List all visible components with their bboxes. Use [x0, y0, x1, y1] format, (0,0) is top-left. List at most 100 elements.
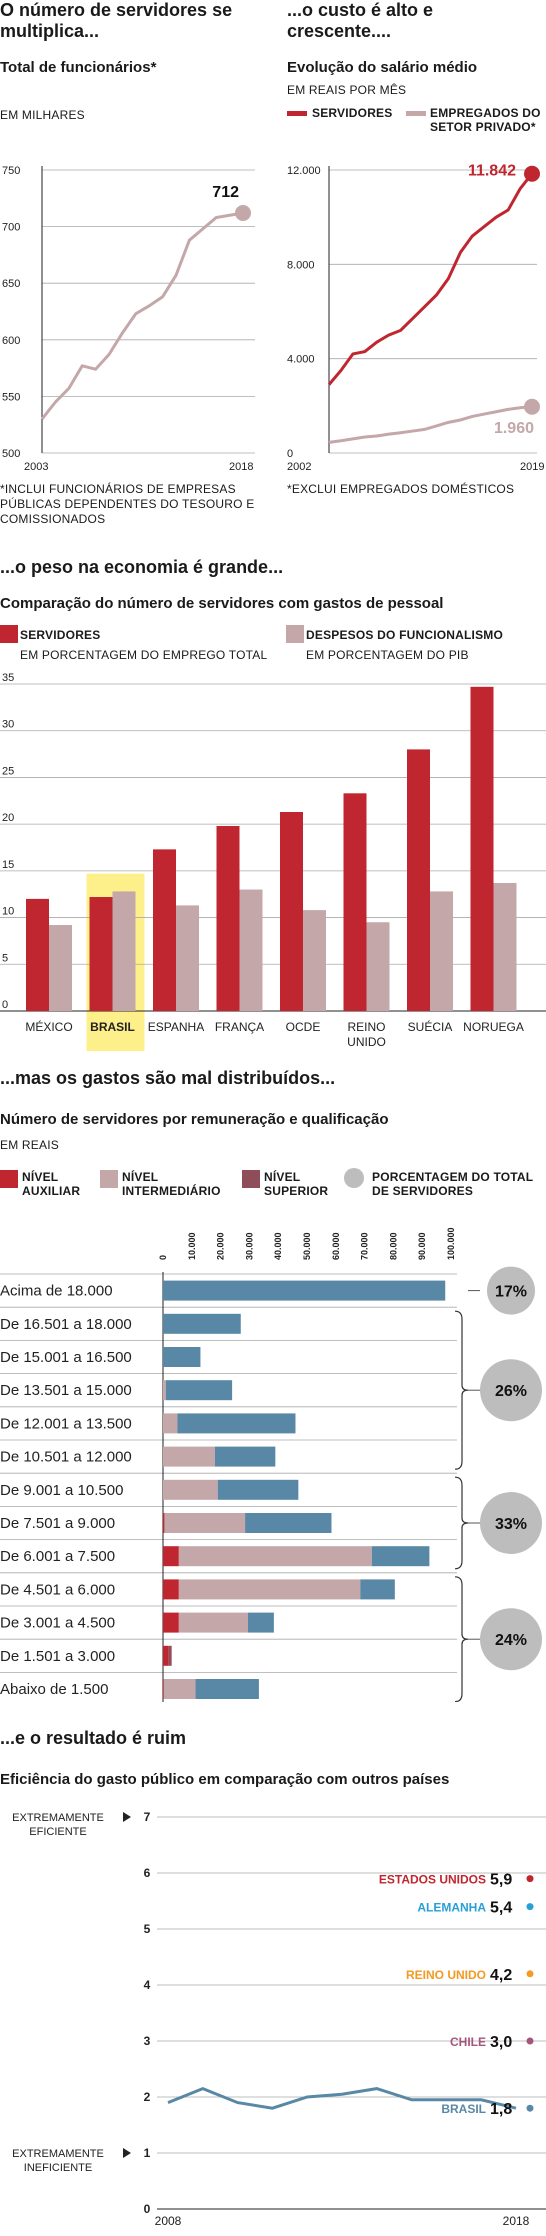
x-tick-label: 50.000 [302, 1232, 312, 1260]
x-tick-label: 2018 [229, 461, 253, 470]
legend-pct-circle [344, 1168, 364, 1188]
category-label: UNIDO [347, 1035, 386, 1049]
row-label: De 13.501 a 15.000 [0, 1382, 132, 1399]
panel5-subtitle: Eficiência do gasto público em comparaçã… [0, 1771, 450, 1788]
category-label: MÉXICO [25, 1019, 72, 1034]
country-value: 5,4 [490, 1900, 512, 1917]
pct-label: 17% [495, 1284, 527, 1301]
country-dot [526, 1875, 534, 1883]
x-tick-label: 0 [158, 1255, 168, 1260]
bar-segment [168, 1645, 172, 1666]
end-value-label: 1.960 [494, 420, 534, 437]
y-tick-label: 650 [2, 278, 20, 290]
bar-segment [163, 1446, 215, 1467]
panel3-headline: ...o peso na economia é grande... [0, 557, 284, 577]
bar [470, 686, 494, 1011]
x-tick-label: 2018 [503, 2214, 530, 2228]
panel1-footnote: *INCLUI FUNCIONÁRIOS DE EMPRESAS PÚBLICA… [0, 482, 255, 526]
pct-label: 24% [495, 1632, 527, 1649]
bar [493, 883, 517, 1011]
panel1-headline: O número de servidores se multiplica... [0, 0, 233, 41]
x-tick-label: 30.000 [244, 1232, 254, 1260]
extreme-bottom-label: EXTREMAMENTE [12, 2148, 104, 2160]
bar-segment [177, 1413, 296, 1434]
row-label: De 3.001 a 4.500 [0, 1615, 115, 1632]
bar [280, 811, 303, 1011]
x-tick-label: 100.000 [446, 1227, 456, 1260]
bar-segment [245, 1513, 332, 1533]
y-tick-label: 8.000 [287, 259, 315, 271]
country-name: BRASIL [441, 2102, 486, 2116]
series-line [327, 172, 534, 386]
row-label: De 4.501 a 6.000 [0, 1581, 115, 1598]
legend-servidores-pct-label: SERVIDORES [20, 628, 101, 642]
category-label: BRASIL [90, 1020, 135, 1034]
extreme-top-arrow [123, 1812, 131, 1822]
x-tick-label: 40.000 [273, 1232, 283, 1260]
legend-despesas-swatch [286, 625, 304, 643]
x-tick-label: 70.000 [360, 1232, 370, 1260]
legend-superior-swatch [242, 1170, 260, 1188]
series-line [40, 211, 244, 420]
country-value: 1,8 [490, 2101, 512, 2118]
country-dot [526, 1903, 534, 1911]
panel4-unit: EM REAIS [0, 1138, 59, 1152]
end-value-label: 712 [212, 184, 239, 201]
pct-circle [480, 1359, 542, 1422]
series-line [328, 405, 533, 444]
legend-servidores-label: SERVIDORES [312, 106, 393, 120]
group-bracket [454, 1310, 469, 1470]
legend-despesas-label: DESPESOS DO FUNCIONALISMO [306, 628, 504, 642]
y-tick-label: 10 [2, 906, 14, 918]
end-point [524, 398, 540, 415]
row-label: De 16.501 a 18.000 [0, 1316, 132, 1333]
bar-segment [163, 1513, 165, 1533]
y-tick-label: 700 [2, 222, 20, 234]
bar-segment [163, 1347, 201, 1367]
country-dot [526, 2104, 534, 2112]
y-tick-label: 5 [144, 1922, 151, 1936]
extreme-bottom-label: INEFICIENTE [24, 2162, 92, 2174]
chart-remuneracao: 0 10.000 20.000 30.000 40.000 50.000 60.000 70.… [0, 1227, 542, 1702]
bar-segment [165, 1380, 233, 1401]
bar [176, 905, 199, 1011]
series-line-brasil [167, 2086, 517, 2110]
chart-eficiencia: 0 1 2 3 4 5 6 7 2008 2018 EXTREMAMENTE EFICIENTE EXT… [12, 1810, 546, 2228]
y-tick-label: 5 [2, 952, 8, 964]
bar [112, 891, 136, 1011]
bar [49, 925, 72, 1011]
row-label: De 12.001 a 13.500 [0, 1415, 132, 1432]
legend-auxiliar-swatch [0, 1170, 18, 1188]
country-name: ALEMANHA [417, 1901, 486, 1915]
bar-segment [163, 1679, 196, 1699]
y-tick-label: 1 [144, 2146, 151, 2160]
x-tick-label: 90.000 [417, 1232, 427, 1260]
y-tick-label: 4 [144, 1978, 151, 1992]
panel2-footnote: *EXCLUI EMPREGADOS DOMÉSTICOS [287, 482, 515, 496]
x-tick-label: 2003 [24, 461, 48, 470]
row-label: Acima de 18.000 [0, 1283, 113, 1300]
y-tick-label: 4.000 [287, 354, 315, 366]
bar [343, 793, 367, 1011]
y-tick-label: 6 [144, 1866, 151, 1880]
y-tick-label: 0 [287, 448, 293, 460]
bar [26, 898, 49, 1011]
chart-peso-economia: 0 5 10 15 20 25 30 35 MÉXICO BRASIL ESPANHA FRANÇA O… [0, 672, 546, 1051]
row-label: De 15.001 a 16.500 [0, 1349, 132, 1366]
panel2-headline: ...o custo é alto e crescente.... [287, 0, 434, 41]
legend-privado-label: EMPREGADOS DO SETOR PRIVADO* [430, 106, 541, 134]
y-tick-label: 550 [2, 391, 20, 403]
extreme-top-label: EFICIENTE [29, 1826, 86, 1838]
y-tick-label: 35 [2, 672, 14, 684]
row-label: De 6.001 a 7.500 [0, 1548, 115, 1565]
bar-segment [178, 1579, 361, 1600]
legend-servidores-swatch [287, 111, 307, 116]
panel2-subtitle: Evolução do salário médio [287, 59, 478, 76]
pct-label: 26% [495, 1383, 527, 1400]
country-value: 4,2 [490, 1967, 512, 1984]
chart-salario-medio: 0 4.000 8.000 12.000 2002 2019 11.842 1.960 [287, 163, 544, 470]
y-tick-label: 30 [2, 719, 14, 731]
y-tick-label: 12.000 [287, 165, 321, 177]
panel5-headline: ...e o resultado é ruim [0, 1728, 187, 1748]
country-dot [526, 2037, 534, 2045]
